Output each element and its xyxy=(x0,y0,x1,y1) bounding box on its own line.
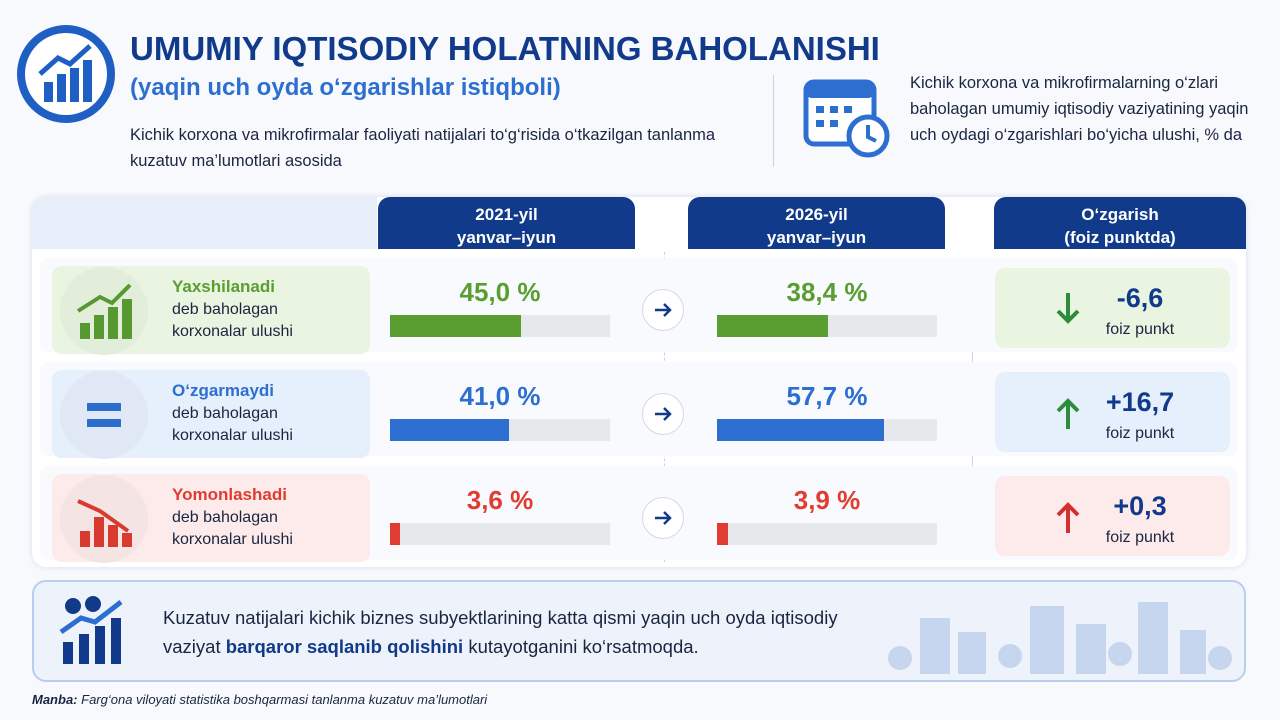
column-header-line: 2026-yil xyxy=(785,205,848,224)
source-text: Farg‘ona viloyati statistika boshqarmasi… xyxy=(81,692,488,707)
bar-track xyxy=(390,523,610,545)
bar xyxy=(717,419,885,441)
change-card xyxy=(995,476,1230,556)
city-illustration xyxy=(888,602,1232,674)
conclusion-bold: barqaror saqlanib qolishini xyxy=(225,636,464,657)
change-value: -6,6 xyxy=(1116,283,1164,313)
change-unit: foiz punkt xyxy=(1105,425,1175,442)
conclusion: Kuzatuv natijalari kichik biznes subyekt… xyxy=(163,603,863,661)
change-value: +0,3 xyxy=(1113,491,1167,521)
value-label: 3,6 % xyxy=(466,485,534,515)
value-label: 38,4 % xyxy=(786,277,868,307)
title: UMUMIY IQTISODIY HOLATNING BAHOLANISHI xyxy=(130,30,880,67)
header-blank xyxy=(32,197,377,249)
arrow-circle xyxy=(642,497,684,539)
change-value: +16,7 xyxy=(1105,387,1175,417)
bar xyxy=(390,419,509,441)
conclusion-text: Kuzatuv natijalari kichik biznes subyekt… xyxy=(163,607,838,657)
icon-graphic xyxy=(87,403,121,427)
row-caption: deb baholagan xyxy=(172,509,278,526)
column-header: 2026-yil yanvar–iyun xyxy=(688,197,945,249)
column-header-line: (foiz punktda) xyxy=(1064,228,1176,247)
column-header-line: yanvar–iyun xyxy=(456,228,557,247)
row-caption: korxonalar ulushi xyxy=(172,427,293,444)
bar xyxy=(717,523,729,545)
row-label: Yaxshilanadi xyxy=(172,277,275,296)
row-icon xyxy=(60,475,148,563)
divider xyxy=(773,75,774,167)
change-arrow xyxy=(1053,499,1083,535)
icon-graphic xyxy=(77,499,132,547)
arrow-circle xyxy=(642,393,684,435)
column-header-line: 2021-yil xyxy=(475,205,538,224)
source-label: Manba: xyxy=(32,692,78,707)
column-header-line: O‘zgarish xyxy=(1081,205,1159,224)
value-label: 41,0 % xyxy=(459,381,541,411)
row-icon xyxy=(60,371,148,459)
change-unit: foiz punkt xyxy=(1105,321,1175,338)
subtitle: (yaqin uch oyda o‘zgarishlar istiqboli) xyxy=(130,74,561,101)
bar xyxy=(390,523,401,545)
note: Kichik korxona va mikrofirmalarning o‘zl… xyxy=(910,74,1249,144)
row-label: Yomonlashadi xyxy=(172,485,287,504)
change-arrow-graphic xyxy=(1056,293,1080,324)
change-arrow-graphic xyxy=(1056,398,1080,429)
icon-graphic xyxy=(76,283,132,339)
arrow xyxy=(655,407,672,421)
bar xyxy=(390,315,521,337)
arrow-circle xyxy=(642,289,684,331)
arrow xyxy=(655,511,672,525)
row-caption: deb baholagan xyxy=(172,301,278,318)
row-caption: korxonalar ulushi xyxy=(172,531,293,548)
row-caption: korxonalar ulushi xyxy=(172,323,293,340)
change-arrow xyxy=(1053,395,1083,431)
value-label: 57,7 % xyxy=(786,381,868,411)
logo-icon xyxy=(17,25,115,123)
change-arrow-graphic xyxy=(1056,502,1080,533)
row-caption: deb baholagan xyxy=(172,405,278,422)
calendar-icon xyxy=(803,79,890,158)
source: Manba: Farg‘ona viloyati statistika bosh… xyxy=(32,692,487,707)
value-label: 45,0 % xyxy=(459,277,541,307)
description: Kichik korxona va mikrofirmalar faoliyat… xyxy=(130,126,716,170)
row-icon xyxy=(60,267,148,355)
people-icon xyxy=(59,596,123,664)
row-label: O‘zgarmaydi xyxy=(172,381,275,400)
value-label: 3,9 % xyxy=(793,485,861,515)
bar xyxy=(717,315,829,337)
column-header: O‘zgarish (foiz punktda) xyxy=(994,197,1246,249)
change-card xyxy=(995,268,1230,348)
column-header-line: yanvar–iyun xyxy=(766,228,867,247)
arrow xyxy=(655,303,672,317)
column-header: 2021-yil yanvar–iyun xyxy=(378,197,635,249)
conclusion-text: kutayotganini ko‘rsatmoqda. xyxy=(463,636,699,657)
change-arrow xyxy=(1053,291,1083,327)
change-card xyxy=(995,372,1230,452)
bar-track xyxy=(717,523,937,545)
change-unit: foiz punkt xyxy=(1105,529,1175,546)
